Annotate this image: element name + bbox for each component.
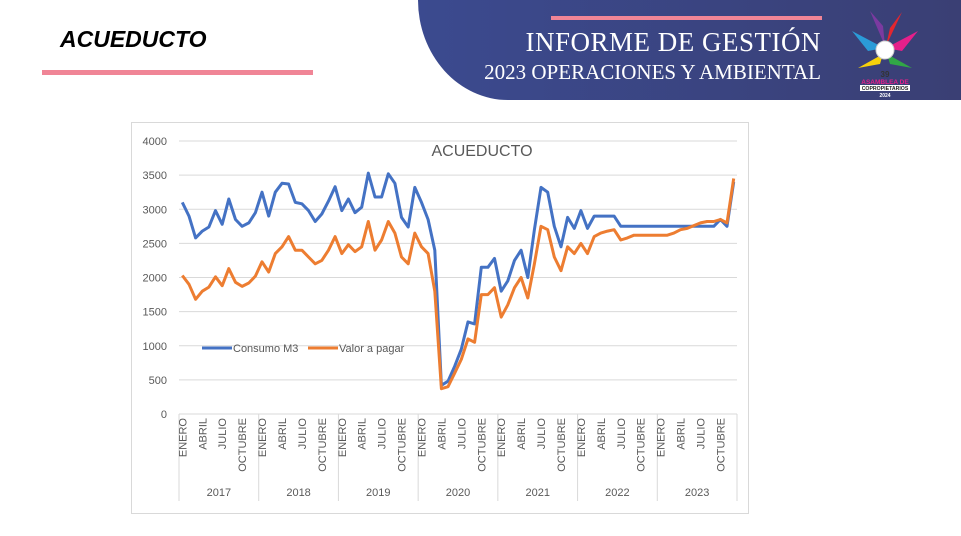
month-label: JULIO (377, 418, 389, 450)
section-title: ACUEDUCTO (60, 26, 207, 52)
month-label: OCTUBRE (237, 418, 249, 472)
y-left-tick: 1500 (143, 307, 167, 319)
month-label: OCTUBRE (636, 418, 648, 472)
year-label: 2019 (366, 487, 390, 499)
svg-text:ASAMBLEA DE: ASAMBLEA DE (861, 79, 909, 86)
y-left-tick: 2500 (143, 238, 167, 250)
series-line-valor (181, 178, 736, 391)
year-label: 2021 (525, 487, 549, 499)
chart-container: ACUEDUCTO 0$-500$5,000,0001000$10,000,00… (131, 122, 812, 514)
svg-text:2024: 2024 (879, 93, 890, 98)
month-label: ENERO (337, 418, 349, 458)
report-title: INFORME DE GESTIÓN (525, 27, 821, 57)
year-label: 2017 (207, 487, 231, 499)
report-subtitle: 2023 OPERACIONES Y AMBIENTAL (484, 60, 821, 84)
series-line-consumo (180, 171, 736, 387)
chart-title: ACUEDUCTO (431, 143, 532, 160)
svg-text:39: 39 (881, 70, 890, 79)
month-label: JULIO (297, 418, 309, 450)
month-label: ABRIL (516, 418, 528, 450)
accent-divider-right (551, 16, 822, 20)
month-label: JULIO (456, 418, 468, 450)
year-label: 2022 (605, 487, 629, 499)
month-label: JULIO (695, 418, 707, 450)
year-label: 2018 (286, 487, 310, 499)
y-left-tick: 4000 (143, 136, 167, 148)
month-label: ENERO (177, 418, 189, 458)
month-label: ENERO (656, 418, 668, 458)
line-chart: ACUEDUCTO 0$-500$5,000,0001000$10,000,00… (143, 136, 812, 501)
month-label: ABRIL (357, 418, 369, 450)
month-label: OCTUBRE (476, 418, 488, 472)
legend-label: Consumo M3 (233, 343, 298, 355)
month-label: OCTUBRE (715, 418, 727, 472)
y-left-tick: 1000 (143, 341, 167, 353)
month-label: OCTUBRE (397, 418, 409, 472)
svg-text:COPROPIETARIOS: COPROPIETARIOS (862, 86, 909, 92)
accent-divider (42, 70, 313, 75)
assembly-logo: 39 ASAMBLEA DE COPROPIETARIOS 2024 (852, 11, 918, 98)
month-label: ABRIL (277, 418, 289, 450)
month-label: ABRIL (676, 418, 688, 450)
month-label: ENERO (496, 418, 508, 458)
month-label: ENERO (576, 418, 588, 458)
month-label: ENERO (257, 418, 269, 458)
month-label: JULIO (616, 418, 628, 450)
y-left-tick: 0 (161, 409, 167, 421)
month-label: ABRIL (596, 418, 608, 450)
month-label: ABRIL (197, 418, 209, 450)
y-left-tick: 500 (149, 375, 167, 387)
year-label: 2020 (446, 487, 470, 499)
y-left-tick: 3500 (143, 170, 167, 182)
legend-label: Valor a pagar (339, 343, 405, 355)
y-left-tick: 3000 (143, 204, 167, 216)
month-label: ABRIL (436, 418, 448, 450)
y-left-tick: 2000 (143, 273, 167, 285)
month-label: OCTUBRE (317, 418, 329, 472)
month-label: OCTUBRE (556, 418, 568, 472)
month-label: JULIO (217, 418, 229, 450)
month-label: ENERO (416, 418, 428, 458)
year-label: 2023 (685, 487, 709, 499)
month-label: JULIO (536, 418, 548, 450)
